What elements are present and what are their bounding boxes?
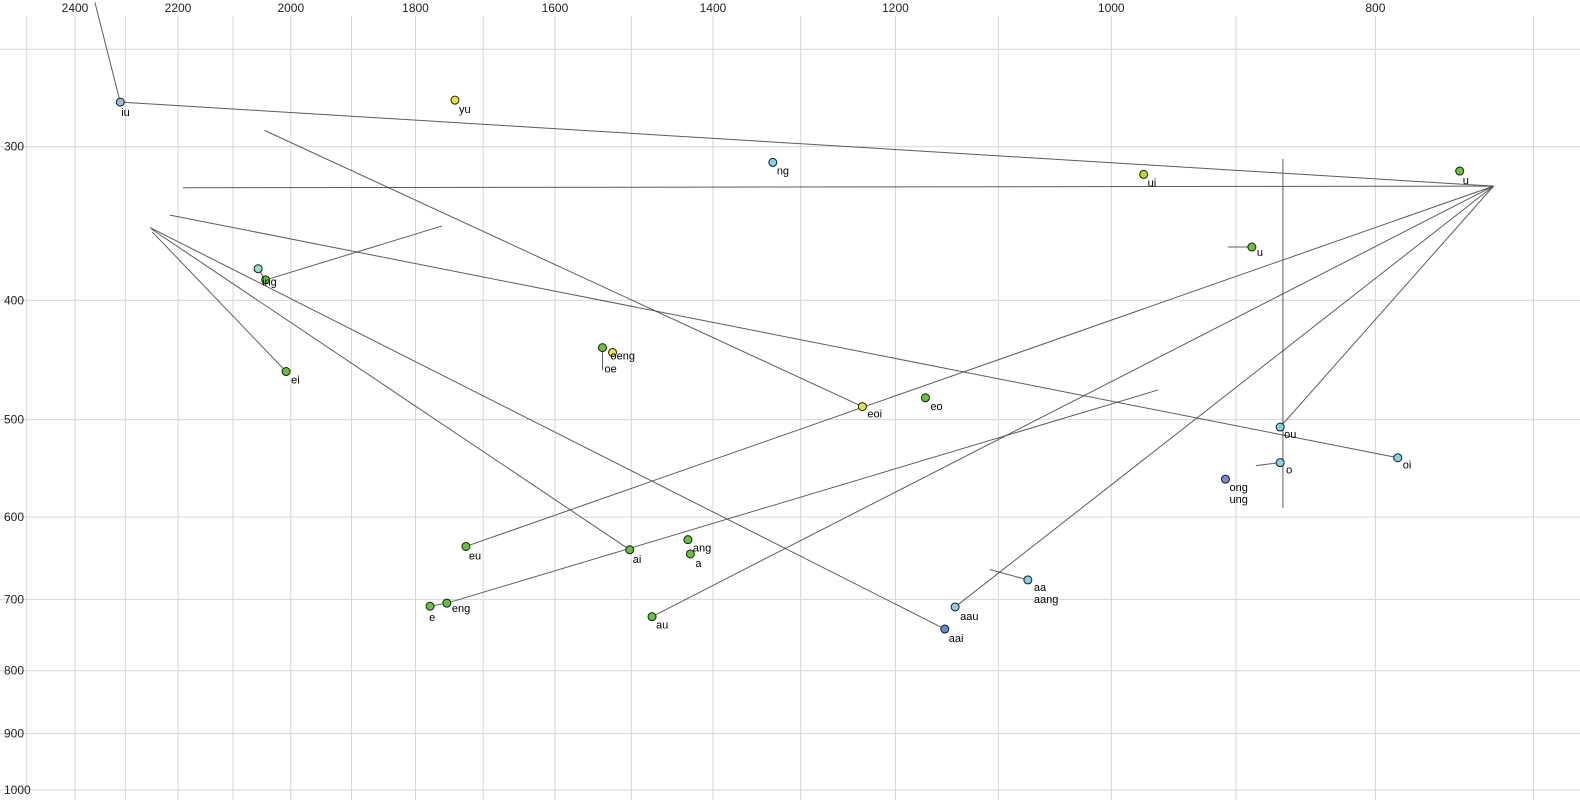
point-label-aai: aai [949,633,964,645]
point-label-eoi: eoi [867,409,882,421]
data-point-e[interactable] [425,601,435,611]
point-label-eng: eng [452,603,470,615]
data-point-eu[interactable] [461,541,471,551]
data-point-oeng[interactable] [597,343,607,353]
point-label-e: e [429,612,435,624]
data-point-aai[interactable] [940,624,950,634]
trajectory-line [1279,185,1494,428]
x-axis-tick-label: 2000 [277,1,304,15]
data-point-eoi[interactable] [857,402,867,412]
point-label-oi: oi [1403,460,1412,472]
data-point-ang[interactable] [683,535,693,545]
data-point-ng[interactable] [768,157,778,167]
trajectory-line [989,569,1028,581]
point-label-ung: ung [1229,494,1247,506]
x-axis-tick-label: 1000 [1098,1,1125,15]
y-axis-tick-label: 400 [4,293,24,307]
point-label-ei: ei [291,375,300,387]
point-label-u: u [1463,175,1469,187]
trajectory-line [151,228,631,551]
trajectory-line [954,185,1494,608]
point-label-aang: aang [1034,594,1058,606]
point-label-au: au [656,620,668,632]
data-point-eng[interactable] [442,598,452,608]
trajectory-line [465,185,1494,547]
data-point-ei[interactable] [281,367,291,377]
point-label-eo: eo [930,401,942,413]
y-axis-tick-label: 600 [4,510,24,524]
y-axis-tick-label: 800 [4,664,24,678]
data-point-au[interactable] [647,612,657,622]
data-point-oeng2[interactable] [608,347,618,357]
data-point-ui[interactable] [1139,169,1149,179]
point-label-aa: aa [1034,582,1047,594]
data-point-ou[interactable] [1275,422,1285,432]
x-axis-tick-label: 1400 [700,1,727,15]
point-label-ng: ng [777,165,789,177]
data-point-a[interactable] [685,549,695,559]
trajectory-line [182,185,1494,189]
point-label-ang: ang [693,543,711,555]
trajectory-line [265,225,443,281]
x-axis-tick-label: 2200 [165,1,192,15]
trajectory-line [169,214,1398,459]
data-point-u[interactable] [1455,166,1465,176]
point-label-u2: u [1257,247,1263,259]
data-point-ai[interactable] [625,545,635,555]
point-label-eu: eu [469,550,481,562]
data-point-o[interactable] [1275,458,1285,468]
data-point-ing[interactable] [253,264,263,274]
point-label-ong: ong [1229,482,1247,494]
point-label-o: o [1286,465,1292,477]
trajectory-line [651,185,1494,618]
data-point-u2[interactable] [1247,242,1257,252]
trajectory-line [446,389,1159,604]
data-point-aau[interactable] [950,602,960,612]
point-label-aau: aau [960,611,978,623]
point-label-iu: iu [121,107,130,119]
point-label-ui: ui [1148,177,1157,189]
trajectory-line [94,2,121,103]
data-point-yu[interactable] [450,95,460,105]
point-label-yu: yu [459,104,471,116]
data-point-ong[interactable] [1220,474,1230,484]
y-axis-tick-label: 1000 [4,783,31,797]
x-axis-tick-label: 800 [1365,1,1385,15]
point-label-oeng: oeng [610,351,634,363]
data-point-aa[interactable] [1023,575,1033,585]
point-label-oe: oe [604,364,616,376]
point-label-ou: ou [1284,429,1296,441]
point-label-a: a [695,558,702,570]
data-point-ing2[interactable] [261,275,271,285]
x-axis-tick-label: 1200 [882,1,909,15]
data-point-oi[interactable] [1393,453,1403,463]
x-axis-tick-label: 1600 [542,1,569,15]
x-axis-tick-label: 1800 [402,1,429,15]
trajectory-line [152,231,287,372]
y-axis-tick-label: 300 [4,140,24,154]
trajectory-line [264,129,863,408]
point-label-ing: ing [262,277,277,289]
data-point-iu[interactable] [115,97,125,107]
y-axis-tick-label: 900 [4,727,24,741]
y-axis-tick-label: 700 [4,592,24,606]
x-axis-tick-label: 2400 [62,1,89,15]
y-axis-tick-label: 500 [4,413,24,427]
data-point-eo[interactable] [920,393,930,403]
trajectory-line [120,101,1494,187]
trajectory-line [149,227,946,630]
point-label-ai: ai [633,554,642,566]
